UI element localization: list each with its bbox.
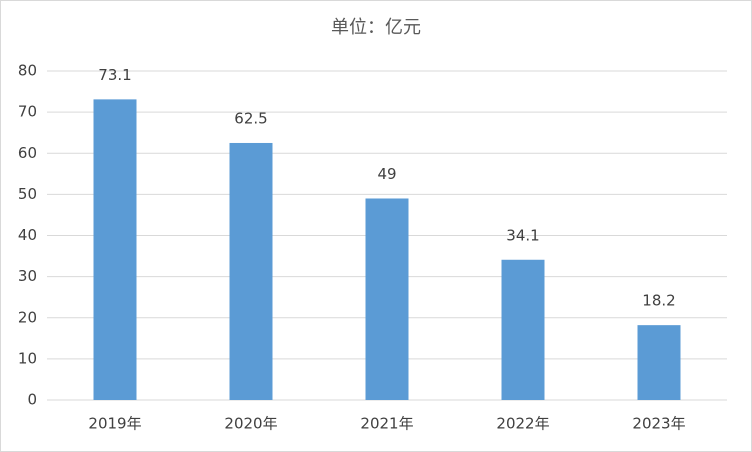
x-tick-label: 2019年 — [88, 415, 141, 433]
y-tick-label: 20 — [18, 308, 37, 326]
y-tick-label: 60 — [18, 144, 37, 162]
y-tick-label: 10 — [18, 349, 37, 367]
x-tick-label: 2022年 — [496, 415, 549, 433]
y-tick-label: 80 — [18, 62, 37, 80]
y-tick-label: 40 — [18, 226, 37, 244]
x-tick-label: 2021年 — [360, 415, 413, 433]
value-label: 49 — [377, 165, 396, 183]
y-tick-label: 0 — [27, 391, 37, 409]
x-tick-label: 2020年 — [224, 415, 277, 433]
y-tick-label: 70 — [18, 103, 37, 121]
y-tick-label: 30 — [18, 267, 37, 285]
value-label: 18.2 — [642, 292, 675, 310]
bar — [93, 99, 137, 400]
x-tick-label: 2023年 — [632, 415, 685, 433]
chart-title: 单位：亿元 — [331, 17, 421, 38]
bar — [365, 198, 409, 400]
value-label: 73.1 — [98, 66, 131, 84]
bar — [501, 259, 545, 400]
value-label: 34.1 — [506, 226, 539, 244]
bar — [229, 142, 273, 400]
y-tick-label: 50 — [18, 185, 37, 203]
bar — [637, 325, 681, 400]
value-label: 62.5 — [234, 109, 267, 127]
